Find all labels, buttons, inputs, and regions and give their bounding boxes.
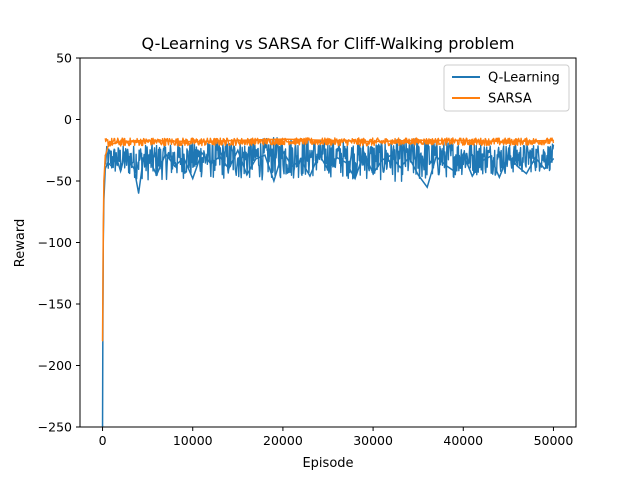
series-q-learning-point xyxy=(336,157,338,159)
series-q-learning-point xyxy=(345,161,347,164)
series-q-learning-point xyxy=(318,153,320,155)
x-tick-label: 10000 xyxy=(173,433,213,448)
series-q-learning-point xyxy=(372,173,374,175)
series-sarsa-line xyxy=(101,138,554,341)
series-sarsa-point xyxy=(103,180,105,182)
y-tick-label: 50 xyxy=(56,51,72,66)
series-q-learning-point xyxy=(462,153,464,155)
series-q-learning-point xyxy=(183,157,185,159)
series-q-learning-point xyxy=(219,155,221,157)
series-q-learning-point xyxy=(543,168,546,170)
x-axis-label: Episode xyxy=(302,456,353,471)
series-q-learning-point xyxy=(327,169,329,171)
series-q-learning-point xyxy=(291,165,293,167)
series-q-learning-noise xyxy=(104,137,555,182)
series-q-learning-point xyxy=(174,165,176,167)
y-tick-label: −250 xyxy=(38,420,72,435)
series-q-learning-point xyxy=(156,174,158,176)
series-q-learning-point xyxy=(110,165,113,167)
series-q-learning-point xyxy=(489,155,491,157)
series-q-learning-point xyxy=(498,176,500,178)
series-q-learning-point xyxy=(552,158,555,160)
series-sarsa-point xyxy=(552,139,555,142)
series-q-learning-point xyxy=(435,155,437,157)
y-tick-label: −50 xyxy=(46,174,72,189)
series-q-learning-point xyxy=(255,158,257,160)
series-q-learning-point xyxy=(115,155,117,157)
series-q-learning-point xyxy=(165,153,167,155)
series-sarsa-point xyxy=(192,141,194,143)
x-tick-label: 40000 xyxy=(443,433,483,448)
series-q-learning-point xyxy=(119,170,122,172)
legend-label-sarsa: SARSA xyxy=(488,92,532,107)
series-q-learning-point xyxy=(300,159,302,161)
y-tick-label: 0 xyxy=(64,112,72,127)
series-q-learning-point xyxy=(453,170,455,172)
series-q-learning-point xyxy=(107,161,109,164)
series-q-learning-point xyxy=(273,180,275,182)
series-q-learning-point xyxy=(138,192,140,194)
x-tick-label: 20000 xyxy=(263,433,303,448)
series-sarsa-point xyxy=(372,141,374,143)
series-sarsa-point xyxy=(102,229,104,231)
chart-title: Q-Learning vs SARSA for Cliff-Walking pr… xyxy=(142,34,515,53)
series-sarsa-point xyxy=(507,141,509,143)
x-tick-label: 30000 xyxy=(353,433,393,448)
series-q-learning-point xyxy=(192,177,194,180)
series-q-learning-point xyxy=(354,177,356,180)
series-sarsa-point xyxy=(237,139,239,142)
series-sarsa-point xyxy=(101,340,104,342)
series-q-learning-point xyxy=(309,175,311,177)
plot-area xyxy=(101,137,555,427)
series-q-learning-point xyxy=(534,157,537,159)
series-q-learning-point xyxy=(417,174,419,176)
series-q-learning-point xyxy=(516,165,518,167)
series-q-learning-point xyxy=(525,173,528,175)
series-q-learning-point xyxy=(363,152,365,154)
y-tick-label: −150 xyxy=(38,297,72,312)
series-q-learning-point xyxy=(129,161,131,164)
series-q-learning-point xyxy=(444,164,446,166)
series-q-learning-point xyxy=(408,157,410,159)
series-q-learning-point xyxy=(142,159,144,161)
legend-label-q-learning: Q-Learning xyxy=(488,71,560,86)
series-sarsa-point xyxy=(462,139,464,142)
series-q-learning-point xyxy=(381,159,383,161)
series-q-learning-point xyxy=(133,168,135,170)
series-sarsa-point xyxy=(327,139,329,142)
series-q-learning-point xyxy=(228,168,230,170)
series-sarsa-point xyxy=(110,143,113,145)
series-q-learning-point xyxy=(124,153,126,155)
y-axis-label: Reward xyxy=(13,219,28,267)
series-q-learning-point xyxy=(507,154,509,156)
series-q-learning-point xyxy=(147,155,149,157)
series-sarsa-point xyxy=(147,139,149,142)
series-sarsa-point xyxy=(119,141,122,143)
series-q-learning-point xyxy=(399,166,401,169)
series-q-learning-point xyxy=(480,160,482,162)
x-tick-label: 50000 xyxy=(534,433,574,448)
series-sarsa-point xyxy=(107,145,109,148)
x-tick-label: 0 xyxy=(99,433,107,448)
series-q-learning-point xyxy=(264,154,266,156)
series-sarsa-point xyxy=(104,155,106,157)
series-q-learning-point xyxy=(246,174,248,176)
y-tick-label: −100 xyxy=(38,235,72,250)
legend: Q-Learning SARSA xyxy=(443,64,570,112)
axes: 0 10000 20000 30000 40000 50000 50 0 −50 −100 −150… xyxy=(38,51,577,448)
series-sarsa-point xyxy=(417,139,419,142)
y-tick-label: −200 xyxy=(38,358,72,373)
series-q-learning-point xyxy=(390,154,392,156)
series-q-learning-point xyxy=(282,150,284,153)
series-q-learning-point xyxy=(471,175,473,177)
series-sarsa-point xyxy=(102,303,104,305)
series-q-learning-line xyxy=(101,148,555,427)
series-q-learning-point xyxy=(237,149,239,151)
series-q-learning-point xyxy=(201,152,203,154)
series-q-learning-point xyxy=(210,163,212,165)
series-sarsa-point xyxy=(282,138,284,140)
series-q-learning-point xyxy=(426,186,428,188)
